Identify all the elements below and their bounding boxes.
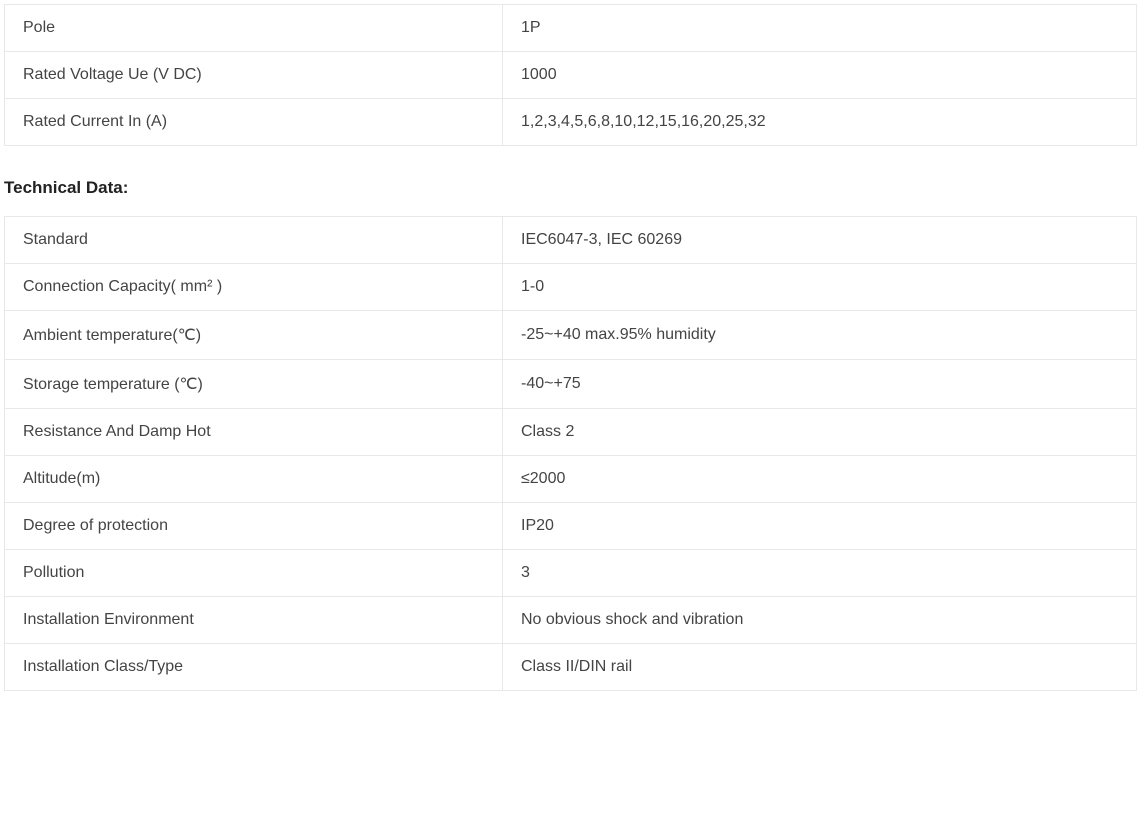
technical-data-heading: Technical Data: <box>4 146 1136 216</box>
row-value: IP20 <box>503 503 1137 550</box>
row-value: -25~+40 max.95% humidity <box>503 311 1137 360</box>
row-value: Class 2 <box>503 409 1137 456</box>
row-label: Altitude(m) <box>5 456 503 503</box>
row-label: Pollution <box>5 550 503 597</box>
summary-table: Pole 1P Rated Voltage Ue (V DC) 1000 Rat… <box>4 4 1137 146</box>
row-value: ≤2000 <box>503 456 1137 503</box>
row-label: Connection Capacity( mm² ) <box>5 264 503 311</box>
row-label: Rated Voltage Ue (V DC) <box>5 52 503 99</box>
table-row: Pollution 3 <box>5 550 1137 597</box>
table-row: Degree of protection IP20 <box>5 503 1137 550</box>
table-row: Connection Capacity( mm² ) 1-0 <box>5 264 1137 311</box>
row-value: 1P <box>503 5 1137 52</box>
table-row: Ambient temperature(℃) -25~+40 max.95% h… <box>5 311 1137 360</box>
table-row: Altitude(m) ≤2000 <box>5 456 1137 503</box>
table-row: Rated Current In (A) 1,2,3,4,5,6,8,10,12… <box>5 99 1137 146</box>
row-label: Resistance And Damp Hot <box>5 409 503 456</box>
table-row: Installation Class/Type Class II/DIN rai… <box>5 644 1137 691</box>
row-label: Installation Environment <box>5 597 503 644</box>
technical-data-table: Standard IEC6047-3, IEC 60269 Connection… <box>4 216 1137 691</box>
summary-table-body: Pole 1P Rated Voltage Ue (V DC) 1000 Rat… <box>5 5 1137 146</box>
row-label: Degree of protection <box>5 503 503 550</box>
row-label: Standard <box>5 217 503 264</box>
row-value: IEC6047-3, IEC 60269 <box>503 217 1137 264</box>
technical-data-body: Standard IEC6047-3, IEC 60269 Connection… <box>5 217 1137 691</box>
row-value: 1-0 <box>503 264 1137 311</box>
row-value: 1,2,3,4,5,6,8,10,12,15,16,20,25,32 <box>503 99 1137 146</box>
table-row: Standard IEC6047-3, IEC 60269 <box>5 217 1137 264</box>
row-value: No obvious shock and vibration <box>503 597 1137 644</box>
row-value: 3 <box>503 550 1137 597</box>
table-row: Installation Environment No obvious shoc… <box>5 597 1137 644</box>
table-row: Pole 1P <box>5 5 1137 52</box>
row-label: Storage temperature (℃) <box>5 360 503 409</box>
row-label: Installation Class/Type <box>5 644 503 691</box>
row-value: 1000 <box>503 52 1137 99</box>
row-label: Ambient temperature(℃) <box>5 311 503 360</box>
table-row: Resistance And Damp Hot Class 2 <box>5 409 1137 456</box>
row-value: Class II/DIN rail <box>503 644 1137 691</box>
row-value: -40~+75 <box>503 360 1137 409</box>
row-label: Pole <box>5 5 503 52</box>
row-label: Rated Current In (A) <box>5 99 503 146</box>
table-row: Rated Voltage Ue (V DC) 1000 <box>5 52 1137 99</box>
table-row: Storage temperature (℃) -40~+75 <box>5 360 1137 409</box>
